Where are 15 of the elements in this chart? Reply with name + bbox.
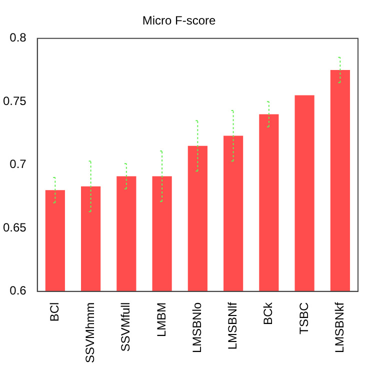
y-tick-label: 0.75 <box>2 94 27 108</box>
x-tick-label: LMSBNlf <box>226 302 240 350</box>
x-tick-label: SSVMhmm <box>83 302 98 364</box>
y-tick-label: 0.65 <box>2 220 27 234</box>
x-tick-label: LMSBNkf <box>332 302 346 354</box>
x-tick-label: TSBC <box>296 302 311 334</box>
x-tick-label: BCk <box>261 301 276 325</box>
y-tick-label: 0.6 <box>10 284 27 298</box>
x-tick-label: SSVMfull <box>118 302 133 352</box>
y-tick-label: 0.8 <box>10 30 27 45</box>
x-tick-label: LMSBNlo <box>190 302 204 354</box>
x-tick-label: BCl <box>47 302 62 322</box>
x-tick-label: LMBM <box>154 302 168 337</box>
y-tick-label: 0.7 <box>10 157 27 172</box>
chart-title: Micro F-score <box>142 14 216 28</box>
